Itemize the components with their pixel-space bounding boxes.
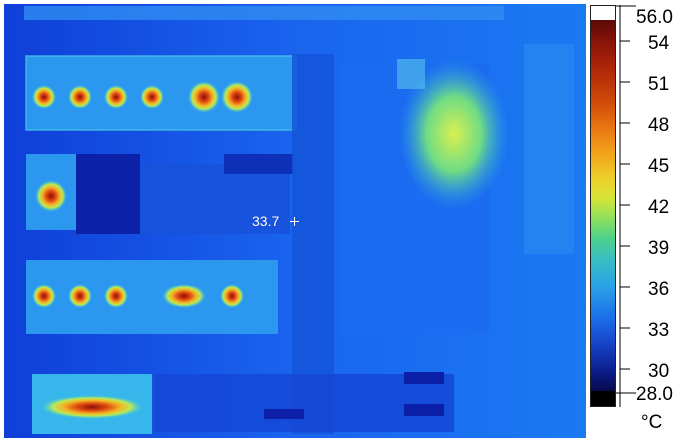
- scale-tick-label: 42: [648, 197, 670, 218]
- scale-tick-label: 33: [648, 320, 670, 341]
- right-device-glow: [399, 59, 509, 209]
- scale-tick-label: 30: [648, 361, 670, 382]
- scale-tick-label: 45: [648, 156, 670, 177]
- right-wall: [524, 44, 574, 254]
- scale-tick-marks: [616, 5, 636, 407]
- breaker-row-1-hotspots: [32, 81, 253, 113]
- scale-tick-label: 48: [648, 115, 670, 136]
- cable-channel: [292, 54, 334, 434]
- temperature-unit-label: °C: [641, 412, 663, 433]
- scale-tick-label: 39: [648, 238, 670, 259]
- spot-temperature-value: 33.7: [252, 213, 280, 229]
- scale-min-label: 28.0: [636, 384, 673, 405]
- breaker-row-3-hotspots: [32, 284, 244, 308]
- dark-block-1: [76, 154, 140, 234]
- scale-tick-label: 54: [648, 33, 670, 54]
- thermal-image: [4, 4, 586, 438]
- scale-max-label: 56.0: [636, 7, 673, 28]
- breaker-row-4-hotspot: [40, 395, 144, 419]
- temperature-color-scale: [590, 5, 616, 407]
- top-strip: [24, 6, 504, 20]
- breaker-row-2-hotspot: [35, 180, 67, 212]
- scale-tick-label: 51: [648, 74, 670, 95]
- crosshair-icon: [290, 217, 299, 226]
- scale-tick-label: 36: [648, 279, 670, 300]
